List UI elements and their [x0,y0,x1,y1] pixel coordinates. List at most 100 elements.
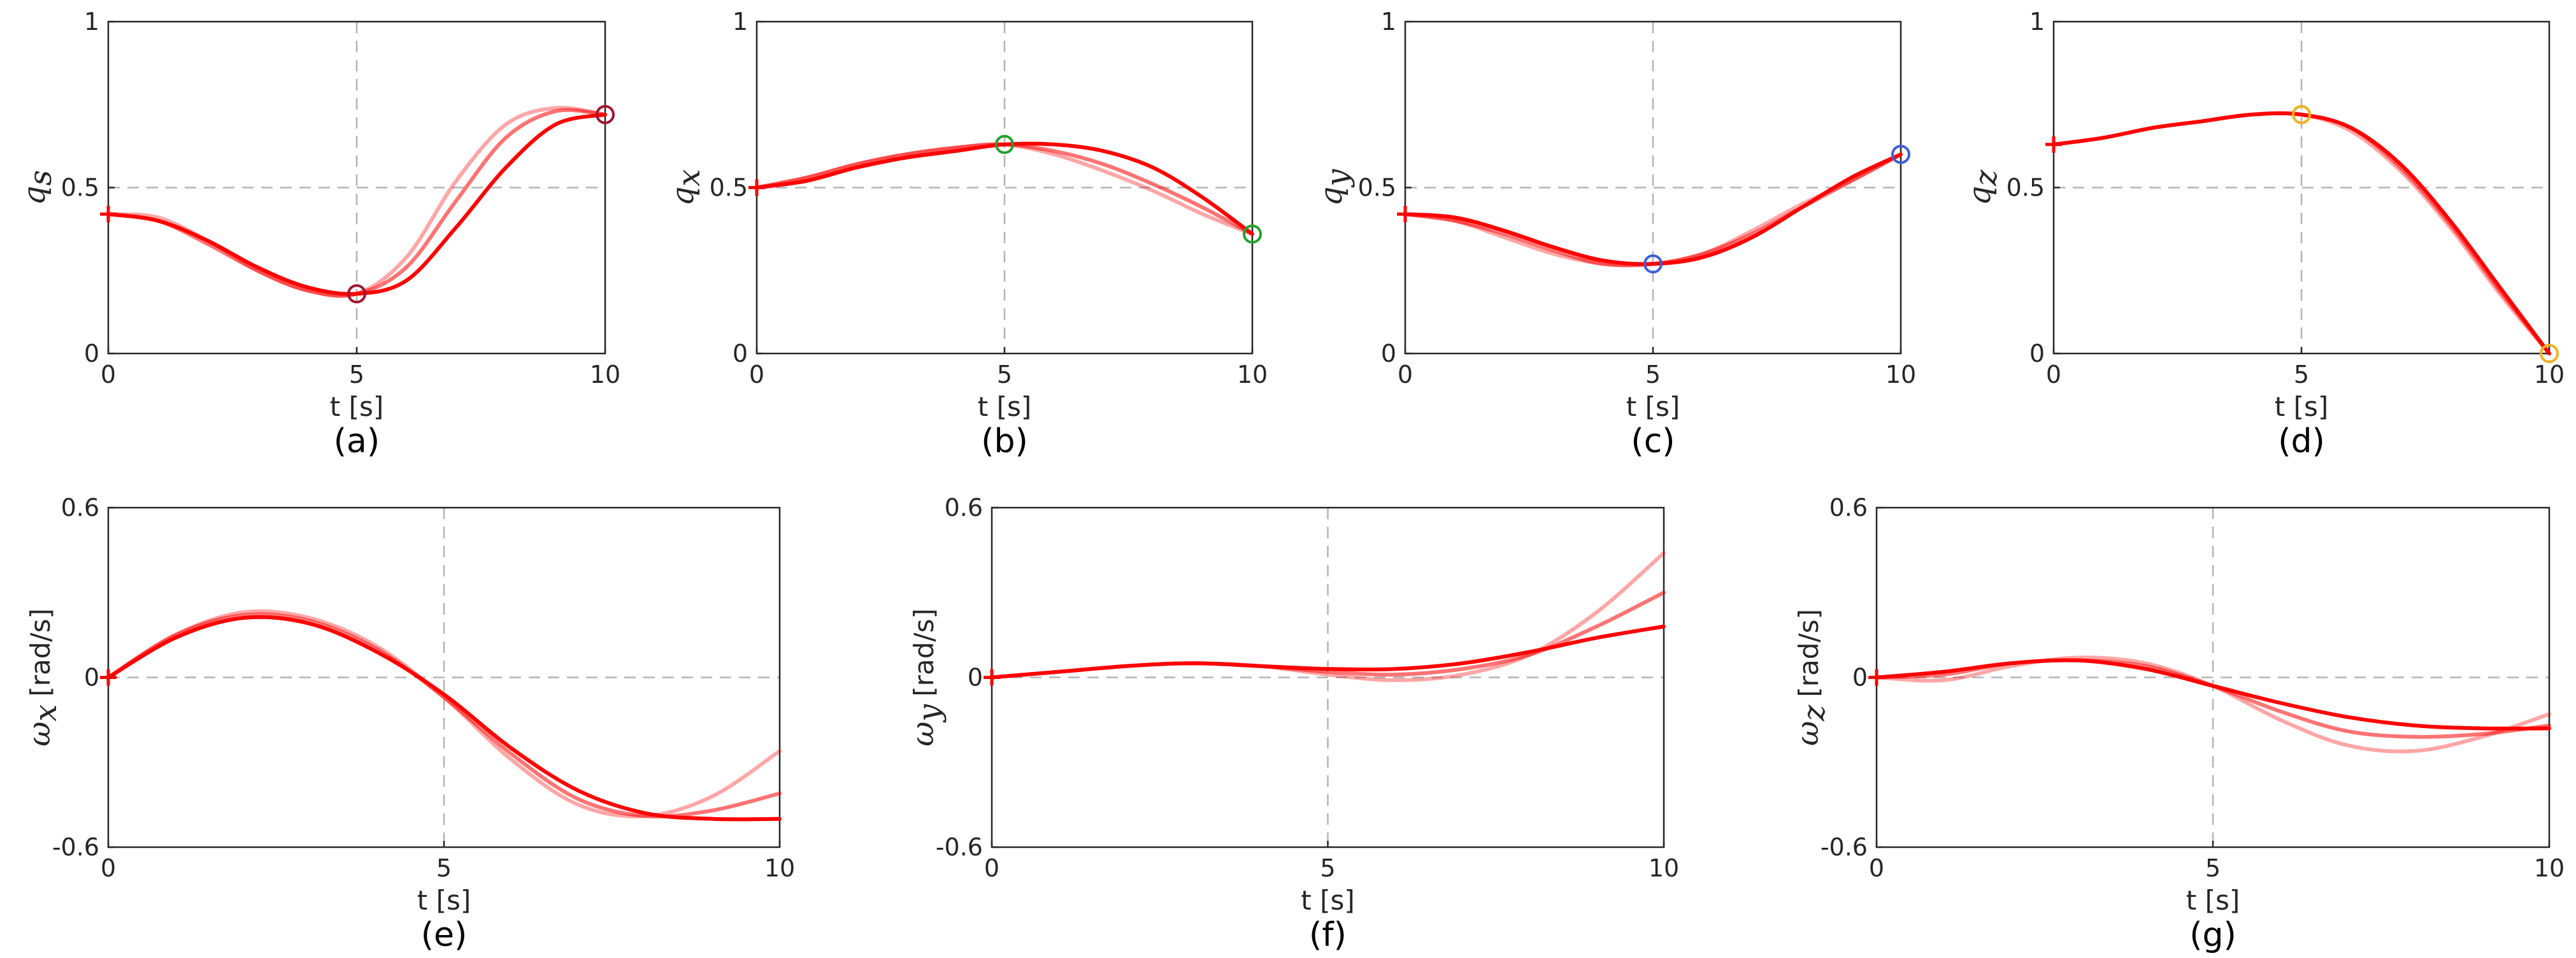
y-axis-label: qx [665,169,707,206]
x-axis-label: t [s] [330,391,383,422]
y-axis-subscript: y [912,704,947,723]
y-axis-symbol: ω [1790,721,1826,746]
series-line-2 [1403,152,1903,268]
y-axis-symbol: q [17,185,52,205]
x-tick-label: 0 [101,854,116,882]
y-tick-label: 0 [2029,340,2045,368]
waypoint-marker-1 [2540,344,2559,363]
waypoint-marker-1 [1891,145,1910,164]
y-axis-unit: [rad/s] [908,608,940,696]
y-axis-symbol: q [1313,187,1349,206]
y-tick-label: 0 [84,340,99,368]
panel-caption: (g) [2189,916,2236,954]
x-tick-label: 0 [1398,361,1413,389]
y-axis-subscript: s [23,170,59,186]
waypoint-marker-0 [2292,104,2311,124]
y-axis-subscript: y [1320,169,1356,188]
y-axis-symbol: ω [22,722,57,747]
x-tick-label: 5 [2205,854,2221,882]
x-axis-label: t [s] [417,885,471,916]
waypoint-marker-0 [347,284,366,304]
chart-panel-a: 0 5 10 0 0.5 1 t [s] qs (a) [17,8,620,461]
start-marker [984,669,1000,686]
panel-caption: (d) [2278,422,2325,461]
waypoint-marker-1 [596,104,615,124]
y-tick-label: 1 [84,8,99,36]
x-tick-label: 5 [1645,361,1661,389]
series-line-0 [106,615,782,822]
y-axis-symbol: q [665,187,701,206]
chart-panel-g: 0 5 10-0.600.6t [s]ωz[rad/s](g) [1790,494,2565,954]
y-tick-label: 0.5 [1358,174,1396,202]
series-line-0 [106,112,607,296]
y-tick-label: 1 [733,8,748,36]
y-axis-label: qs [17,170,59,205]
y-axis-subscript: x [28,704,64,722]
y-tick-label: 0.6 [61,494,99,522]
waypoint-marker-1 [1243,224,1262,244]
chart-panel-f: 0 5 10-0.600.6t [s]ωy[rad/s](f) [905,494,1679,954]
y-tick-label: 0 [968,664,983,692]
y-axis-label: ωz [rad/s] [1790,609,1832,746]
panel-caption: (e) [421,916,468,954]
series-line-0 [755,141,1254,236]
panel-caption: (f) [1309,916,1347,954]
y-axis-subscript: z [1796,704,1832,722]
start-marker [100,206,117,223]
start-marker [100,669,117,686]
y-axis-unit: [rad/s] [25,608,56,696]
y-axis-unit: [rad/s] [1793,609,1824,697]
panel-caption: (a) [334,422,380,461]
y-axis-label: qy [1313,169,1356,206]
x-tick-label: 10 [1649,854,1679,882]
x-tick-label: 5 [349,361,364,389]
x-tick-label: 0 [2046,361,2061,389]
y-tick-label: 0.5 [710,174,748,202]
y-axis-subscript: x [671,169,707,187]
panel-caption: (b) [981,422,1028,461]
x-tick-label: 10 [1237,361,1268,389]
x-tick-label: 5 [2294,361,2309,389]
x-axis-label: t [s] [2275,391,2328,422]
x-tick-label: 10 [2534,361,2565,389]
y-tick-label: -0.6 [52,833,99,861]
y-axis-symbol: ω [905,722,941,747]
x-axis-label: t [s] [2186,885,2240,916]
x-tick-label: 0 [1869,854,1884,882]
waypoint-marker-0 [1643,254,1663,274]
x-tick-label: 0 [984,854,999,882]
x-tick-label: 0 [749,361,764,389]
x-tick-label: 5 [436,854,452,882]
y-tick-label: -0.6 [936,833,983,861]
chart-panel-c: 0 5 10 0 0.5 1 t [s] qy (c) [1313,8,1916,461]
y-tick-label: 0 [1852,664,1868,692]
y-axis-symbol: q [1962,186,1998,206]
x-tick-label: 5 [1320,854,1335,882]
series-line-0 [1403,152,1903,266]
y-tick-label: 0 [733,340,748,368]
start-marker [1868,669,1885,686]
chart-panel-d: 0 5 10 0 0.5 1 t [s] qz (d) [1962,8,2565,461]
y-tick-label: 0.5 [61,174,99,202]
y-axis-subscript: z [1968,169,2004,187]
start-marker [748,179,765,196]
y-tick-label: 0.5 [2007,174,2045,202]
chart-panel-e: 0 5 10-0.600.6t [s]ωx[rad/s](e) [22,494,795,954]
x-tick-label: 10 [1885,361,1916,389]
y-tick-label: -0.6 [1821,833,1868,861]
x-tick-label: 10 [2534,854,2565,882]
x-tick-label: 5 [997,361,1012,389]
y-tick-label: 1 [1381,8,1396,36]
panel-caption: (c) [1631,422,1675,461]
x-tick-label: 10 [764,854,795,882]
y-axis-label: ωy [rad/s] [905,608,947,747]
series-line-0 [1875,658,2551,731]
series-line-1 [1403,152,1903,268]
x-axis-label: t [s] [978,391,1031,422]
start-marker [1397,206,1413,223]
x-axis-label: t [s] [1301,885,1354,916]
start-marker [2045,136,2062,153]
y-tick-label: 0.6 [1829,494,1868,522]
y-axis-label: ωx [rad/s] [22,608,64,747]
